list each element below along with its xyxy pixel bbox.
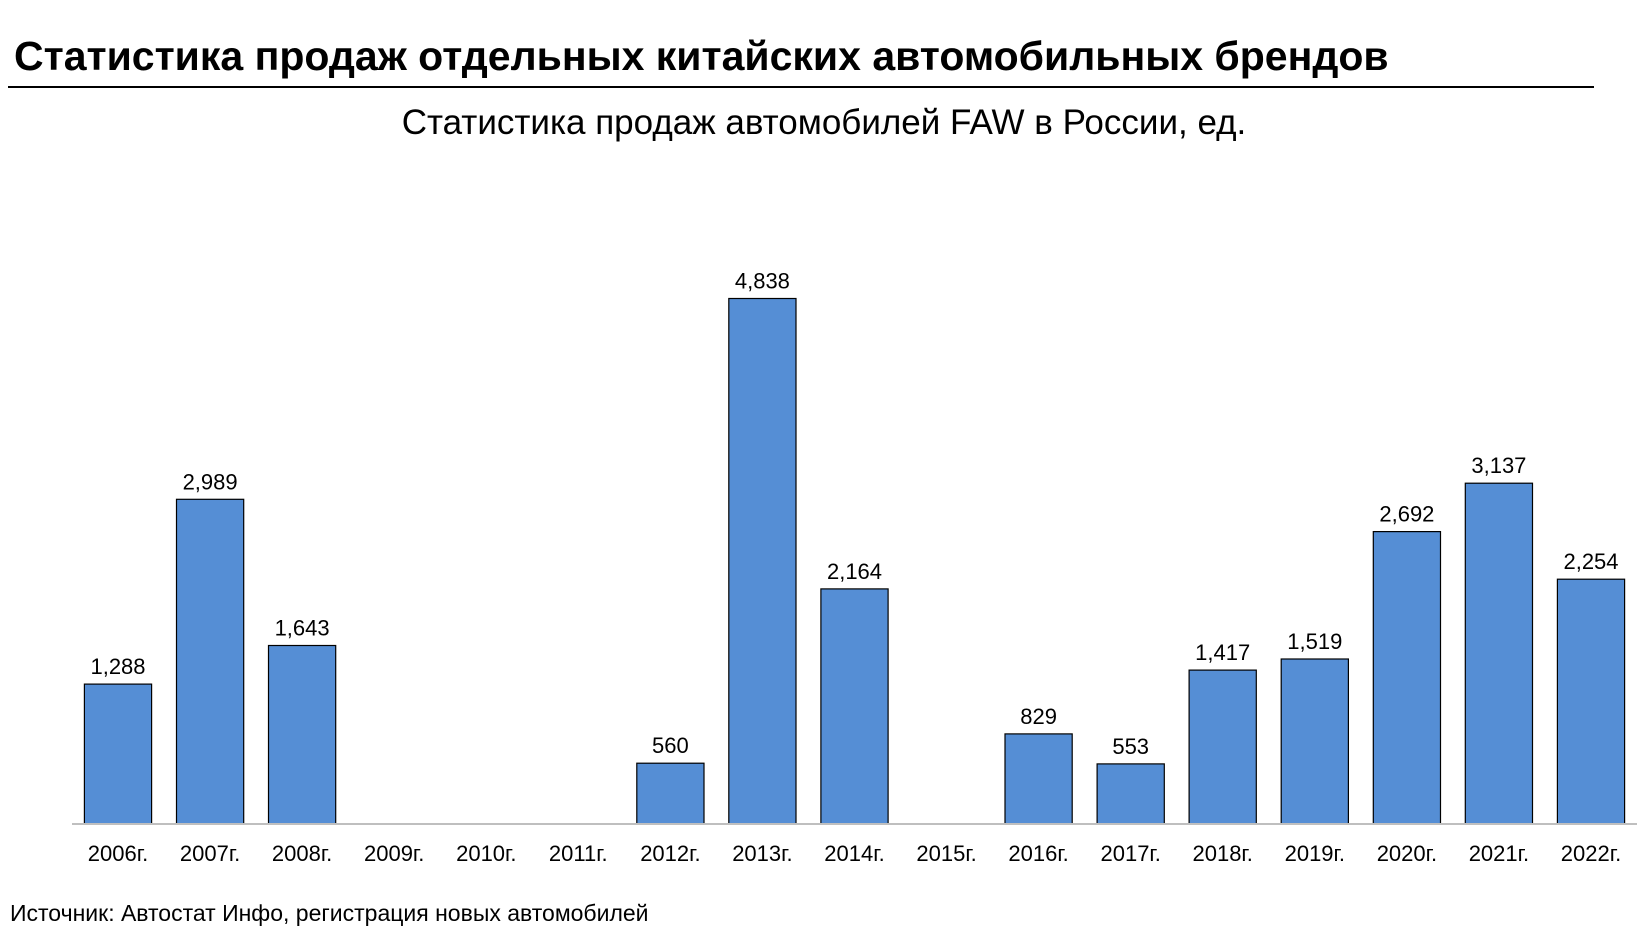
bar-2021г.	[1464, 482, 1534, 825]
x-tick-label: 2007г.	[180, 841, 240, 866]
x-tick-label: 2016г.	[1008, 841, 1068, 866]
x-tick-label: 2008г.	[272, 841, 332, 866]
data-label-2021г.: 3,137	[1471, 453, 1526, 478]
bar-2020г.	[1372, 530, 1442, 825]
data-label-2022г.: 2,254	[1563, 549, 1618, 574]
x-tick-label: 2014г.	[824, 841, 884, 866]
x-tick-label: 2015г.	[916, 841, 976, 866]
data-label-2007г.: 2,989	[183, 469, 238, 494]
data-label-2020г.: 2,692	[1379, 502, 1434, 527]
x-tick-label: 2006г.	[88, 841, 148, 866]
x-tick-label: 2010г.	[456, 841, 516, 866]
data-label-2006г.: 1,288	[90, 654, 145, 679]
bar-2019г.	[1280, 658, 1349, 825]
x-tick-label: 2011г.	[549, 841, 608, 866]
bar-2016г.	[1004, 733, 1073, 825]
data-label-2019г.: 1,519	[1287, 629, 1342, 654]
x-tick-label: 2017г.	[1100, 841, 1160, 866]
chart-title: Статистика продаж автомобилей FAW в Росс…	[401, 103, 1247, 142]
data-label-2008г.: 1,643	[275, 616, 330, 641]
bars-group	[83, 297, 1626, 825]
source-note: Источник: Автостат Инфо, регистрация нов…	[10, 900, 649, 926]
data-label-2014г.: 2,164	[827, 559, 882, 584]
bar-2013г.	[728, 297, 797, 825]
bar-2008г.	[267, 644, 337, 825]
data-label-2013г.: 4,838	[735, 269, 790, 294]
data-label-2017г.: 553	[1112, 734, 1149, 759]
data-label-2016г.: 829	[1020, 704, 1057, 729]
bar-2007г.	[175, 498, 245, 825]
bar-2012г.	[636, 762, 705, 825]
x-tick-label: 2020г.	[1377, 841, 1437, 866]
heading-divider	[8, 86, 1594, 88]
bar-2006г.	[83, 683, 153, 825]
bar-2022г.	[1556, 578, 1626, 825]
data-label-2012г.: 560	[652, 733, 689, 758]
bar-2014г.	[820, 588, 889, 825]
x-tick-label: 2012г.	[640, 841, 700, 866]
bar-2017г.	[1096, 763, 1165, 825]
x-tick-label: 2009г.	[364, 841, 424, 866]
x-tick-label: 2018г.	[1192, 841, 1252, 866]
data-labels-group: 1,288 2,989 1,643 560 4,838 2,164 829 553 1,417 1…	[90, 269, 1618, 759]
x-tick-labels-group: 2006г. 2007г. 2008г. 2009г. 2010г. 2011г. 2012…	[88, 841, 1621, 866]
x-tick-label: 2022г.	[1561, 841, 1621, 866]
data-label-2018г.: 1,417	[1195, 640, 1250, 665]
x-tick-label: 2021г.	[1469, 841, 1529, 866]
bar-2018г.	[1188, 669, 1257, 825]
x-tick-label: 2013г.	[732, 841, 792, 866]
x-tick-label: 2019г.	[1285, 841, 1345, 866]
page-heading: Статистика продаж отдельных китайских ав…	[14, 33, 1389, 79]
